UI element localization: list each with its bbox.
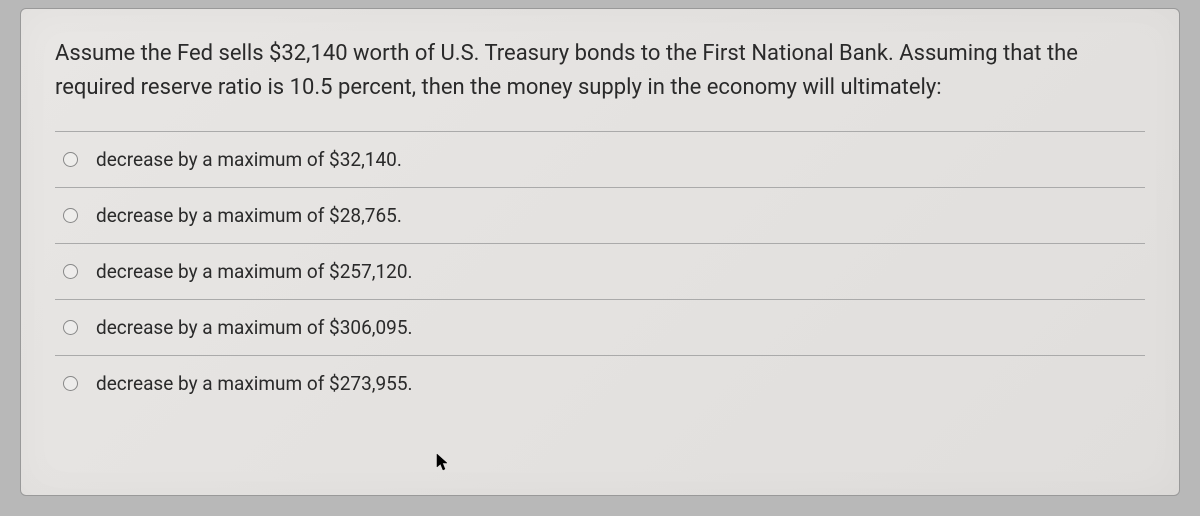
radio-icon[interactable]	[63, 320, 78, 335]
option-label: decrease by a maximum of $273,955.	[96, 372, 413, 395]
radio-icon[interactable]	[63, 208, 78, 223]
radio-icon[interactable]	[63, 152, 78, 167]
cursor-icon	[436, 453, 450, 471]
option-row[interactable]: decrease by a maximum of $257,120.	[55, 244, 1145, 300]
option-label: decrease by a maximum of $257,120.	[96, 260, 413, 283]
option-label: decrease by a maximum of $306,095.	[96, 316, 413, 339]
radio-icon[interactable]	[63, 264, 78, 279]
radio-icon[interactable]	[63, 376, 78, 391]
question-text: Assume the Fed sells $32,140 worth of U.…	[55, 37, 1145, 105]
question-card: Assume the Fed sells $32,140 worth of U.…	[20, 8, 1180, 496]
option-label: decrease by a maximum of $28,765.	[96, 204, 402, 227]
option-row[interactable]: decrease by a maximum of $273,955.	[55, 356, 1145, 411]
option-row[interactable]: decrease by a maximum of $32,140.	[55, 132, 1145, 188]
option-row[interactable]: decrease by a maximum of $306,095.	[55, 300, 1145, 356]
option-row[interactable]: decrease by a maximum of $28,765.	[55, 188, 1145, 244]
option-label: decrease by a maximum of $32,140.	[96, 148, 402, 171]
options-list: decrease by a maximum of $32,140. decrea…	[55, 131, 1145, 411]
